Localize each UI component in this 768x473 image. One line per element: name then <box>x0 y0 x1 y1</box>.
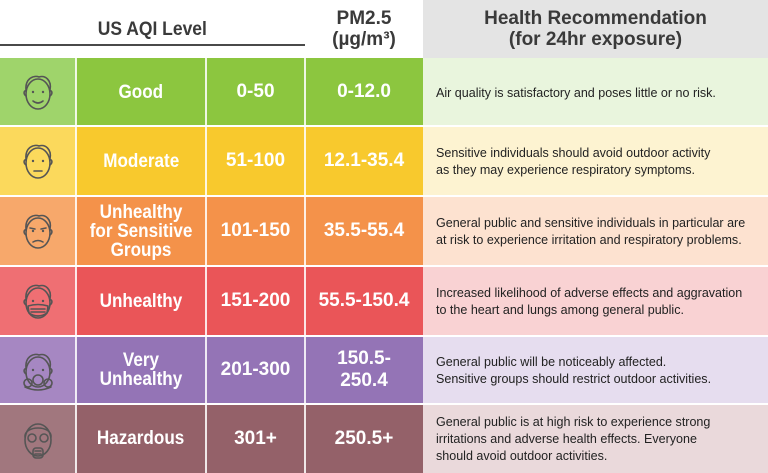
recommendation-line: at risk to experience irritation and res… <box>436 232 742 247</box>
row-divider <box>0 265 768 267</box>
aqi-level-line: Good <box>118 81 164 103</box>
health-recommendation-text: Air quality is satisfactory and poses li… <box>423 58 768 126</box>
header-underline <box>0 44 305 46</box>
column-divider <box>304 196 306 266</box>
aqi-level-label: Moderate <box>76 126 206 196</box>
recommendation-line: to the heart and lungs among general pub… <box>436 302 684 317</box>
pm25-range-line: 0-12.0 <box>337 81 391 102</box>
health-header-line2: (for 24hr exposure) <box>508 29 683 50</box>
recommendation-line: General public and sensitive individuals… <box>436 215 746 230</box>
row-divider <box>0 335 768 337</box>
aqi-row-very-unhealthy: Very Unhealthy 201-300 150.5- 250.4 General p… <box>0 336 768 404</box>
unwell-face-icon <box>0 196 76 266</box>
aqi-level-line: Unhealthy <box>99 201 183 223</box>
pm25-header-line2: (µg/m³) <box>332 29 396 50</box>
aqi-level-label: Unhealthy for Sensitive Groups <box>76 196 206 266</box>
recommendation-line: General public is at high risk to experi… <box>436 414 711 429</box>
pm25-range-value: 55.5-150.4 <box>305 266 423 336</box>
aqi-range-value: 201-300 <box>206 336 305 404</box>
pm25-range-value: 12.1-35.4 <box>305 126 423 196</box>
recommendation-line: General public will be noticeably affect… <box>436 354 667 369</box>
aqi-range-value: 51-100 <box>206 126 305 196</box>
aqi-level-label: Very Unhealthy <box>76 336 206 404</box>
recommendation-line: Air quality is satisfactory and poses li… <box>436 84 716 100</box>
column-divider <box>205 266 207 336</box>
aqi-level-label: Unhealthy <box>76 266 206 336</box>
aqi-level-line: Groups <box>110 239 172 261</box>
column-divider <box>75 336 77 404</box>
health-recommendation-text: General public and sensitive individuals… <box>423 196 768 266</box>
column-divider <box>304 266 306 336</box>
recommendation-line: Sensitive groups should restrict outdoor… <box>436 371 712 386</box>
row-divider <box>0 403 768 405</box>
column-divider <box>205 126 207 196</box>
recommendation-line: Sensitive individuals should avoid outdo… <box>436 145 711 160</box>
health-recommendation-text: Sensitive individuals should avoid outdo… <box>423 126 768 196</box>
aqi-range-value: 151-200 <box>206 266 305 336</box>
health-header-line1: Health Recommendation <box>484 8 707 29</box>
column-divider <box>205 404 207 473</box>
aqi-range-value: 101-150 <box>206 196 305 266</box>
column-divider <box>75 404 77 473</box>
aqi-range-value: 0-50 <box>206 58 305 126</box>
pm25-range-line: 250.4 <box>340 370 388 391</box>
column-divider <box>205 196 207 266</box>
table-header: US AQI Level PM2.5 (µg/m³) Health Recomm… <box>0 0 768 58</box>
health-recommendation-text: Increased likelihood of adverse effects … <box>423 266 768 336</box>
aqi-level-label: Hazardous <box>76 404 206 473</box>
aqi-range-value: 301+ <box>206 404 305 473</box>
pm25-range-line: 35.5-55.4 <box>323 220 405 241</box>
column-divider <box>205 58 207 126</box>
aqi-level-line: Very <box>122 350 160 371</box>
column-divider <box>75 126 77 196</box>
aqi-row-moderate: Moderate 51-100 12.1-35.4 Sensitive individ… <box>0 126 768 196</box>
row-divider <box>0 125 768 127</box>
face-mask-icon <box>0 266 76 336</box>
pm25-range-value: 0-12.0 <box>305 58 423 126</box>
column-divider <box>75 58 77 126</box>
column-divider <box>75 196 77 266</box>
pm25-range-value: 35.5-55.4 <box>305 196 423 266</box>
recommendation-line: Increased likelihood of adverse effects … <box>436 285 743 300</box>
column-divider <box>205 336 207 404</box>
respirator-face-icon <box>0 336 76 404</box>
aqi-level-line: Moderate <box>102 150 180 172</box>
aqi-level-header: US AQI Level <box>97 19 208 40</box>
column-divider <box>304 336 306 404</box>
aqi-level-line: for Sensitive <box>89 220 193 242</box>
aqi-row-good: Good 0-50 0-12.0 Air quality is satisfactor… <box>0 58 768 126</box>
pm25-range-line: 250.5+ <box>334 427 394 449</box>
aqi-level-line: Unhealthy <box>99 369 183 390</box>
pm25-range-line: 55.5-150.4 <box>318 290 410 311</box>
recommendation-line: as they may experience respiratory sympt… <box>436 162 696 177</box>
pm25-range-line: 150.5- <box>337 348 391 369</box>
column-divider <box>75 266 77 336</box>
aqi-row-hazardous: Hazardous 301+ 250.5+ General public is at … <box>0 404 768 473</box>
aqi-row-unhealthy: Unhealthy 151-200 55.5-150.4 Increased like… <box>0 266 768 336</box>
aqi-row-unhealthy-for-sensitive-groups: Unhealthy for Sensitive Groups 101-150 35.5-… <box>0 196 768 266</box>
gas-mask-icon <box>0 404 76 473</box>
health-recommendation-header: Health Recommendation (for 24hr exposure… <box>423 0 768 58</box>
recommendation-line: should avoid outdoor activities. <box>436 448 608 463</box>
neutral-face-icon <box>0 126 76 196</box>
column-divider <box>304 126 306 196</box>
pm25-header: PM2.5 (µg/m³) <box>305 0 423 58</box>
aqi-level-line: Hazardous <box>97 428 185 449</box>
aqi-level-line: Unhealthy <box>99 290 183 312</box>
aqi-level-label: Good <box>76 58 206 126</box>
pm25-range-line: 12.1-35.4 <box>323 150 405 171</box>
pm25-range-value: 150.5- 250.4 <box>305 336 423 404</box>
health-recommendation-text: General public is at high risk to experi… <box>423 404 768 473</box>
pm25-header-line1: PM2.5 <box>336 8 392 29</box>
health-recommendation-text: General public will be noticeably affect… <box>423 336 768 404</box>
row-divider <box>0 195 768 197</box>
column-divider <box>304 404 306 473</box>
recommendation-line: irritations and adverse health effects. … <box>436 431 697 446</box>
pm25-range-value: 250.5+ <box>305 404 423 473</box>
smiling-face-icon <box>0 58 76 126</box>
column-divider <box>304 58 306 126</box>
